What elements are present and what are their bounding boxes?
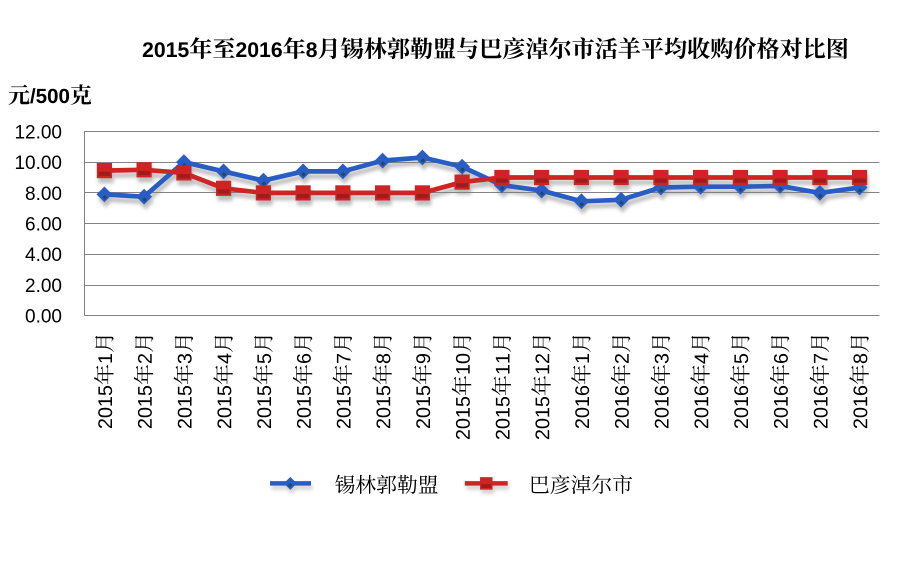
svg-text:2.00: 2.00 [25, 276, 62, 297]
svg-text:6.00: 6.00 [25, 215, 62, 236]
svg-text:4.00: 4.00 [25, 245, 62, 266]
svg-text:12.00: 12.00 [14, 122, 62, 143]
svg-text:8.00: 8.00 [25, 184, 62, 205]
svg-text:0.00: 0.00 [25, 307, 62, 328]
svg-text:10.00: 10.00 [14, 153, 62, 174]
